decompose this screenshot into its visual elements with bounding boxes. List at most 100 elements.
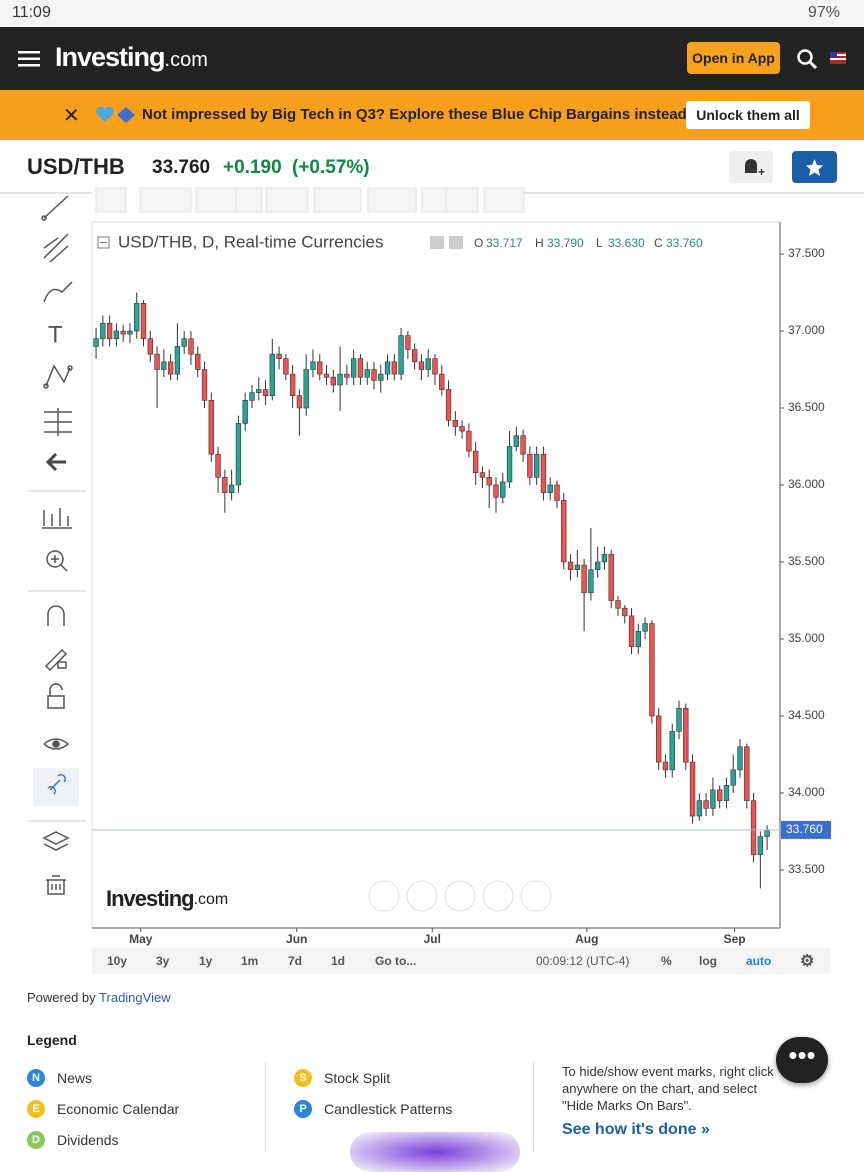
see-how-link[interactable]: See how it's done » bbox=[562, 1121, 710, 1138]
candle-body bbox=[540, 453, 547, 493]
powered-link[interactable]: TradingView bbox=[99, 990, 171, 1005]
collapse-icon bbox=[97, 236, 110, 249]
candle-body bbox=[730, 769, 736, 786]
timeframe-button[interactable]: 7d bbox=[288, 954, 303, 968]
candle-body bbox=[452, 420, 458, 427]
zoom-control[interactable] bbox=[368, 880, 400, 912]
change-pct: (+0.57%) bbox=[292, 157, 370, 178]
chart-icon bbox=[449, 236, 463, 249]
candle-body bbox=[459, 426, 465, 432]
candle-body bbox=[391, 361, 397, 375]
candle-body bbox=[574, 564, 581, 570]
candle-body bbox=[215, 453, 221, 478]
legend-note: To hide/show event marks, right click any… bbox=[562, 1063, 774, 1114]
pct-toggle[interactable]: % bbox=[661, 954, 672, 968]
symbol: USD/THB bbox=[27, 154, 125, 179]
candle-body bbox=[100, 323, 106, 340]
candle-body bbox=[554, 484, 560, 501]
search-icon[interactable] bbox=[796, 48, 818, 70]
timeframe-button[interactable]: Go to... bbox=[375, 954, 417, 968]
candle-body bbox=[466, 430, 472, 452]
candle-body bbox=[310, 361, 316, 370]
last-price-tag bbox=[781, 820, 831, 839]
legend-label: Stock Split bbox=[324, 1070, 391, 1086]
logo-suffix: .com bbox=[164, 49, 208, 71]
candle-body bbox=[533, 453, 540, 478]
legend-title: Legend bbox=[27, 1032, 77, 1048]
ohlc-value: 33.630 bbox=[608, 236, 645, 250]
candle-body bbox=[127, 330, 133, 335]
legend-label: News bbox=[57, 1070, 93, 1086]
status-bar bbox=[0, 0, 864, 27]
plot-background bbox=[91, 221, 781, 929]
candle-body bbox=[337, 373, 343, 386]
zoom-control[interactable] bbox=[520, 880, 552, 912]
candle-body bbox=[439, 373, 445, 390]
candle-body bbox=[764, 829, 770, 837]
timeframe-bar bbox=[92, 948, 830, 974]
candle-body bbox=[371, 369, 377, 381]
y-tick-label: 33.500 bbox=[788, 862, 825, 876]
candle-body bbox=[344, 373, 350, 378]
flag-icon[interactable] bbox=[830, 52, 846, 64]
candle-body bbox=[378, 373, 384, 381]
ohlc-value: 33.717 bbox=[486, 236, 523, 250]
open-app-button[interactable]: Open in App bbox=[687, 42, 780, 74]
candle-body bbox=[493, 484, 499, 498]
candle-body bbox=[547, 484, 553, 493]
candle-body bbox=[723, 784, 730, 801]
legend-icon: N bbox=[27, 1069, 45, 1087]
candle-body bbox=[757, 836, 764, 855]
logo[interactable]: Investing.com bbox=[55, 42, 208, 73]
note-line: anywhere on the chart, and select bbox=[562, 1081, 758, 1096]
x-tick-label: Jul bbox=[424, 932, 441, 946]
candle-body bbox=[289, 373, 296, 396]
candle-body bbox=[106, 323, 113, 340]
candle-body bbox=[120, 330, 126, 335]
candle-body bbox=[662, 761, 669, 771]
candle-body bbox=[161, 361, 167, 370]
zoom-control[interactable] bbox=[444, 880, 476, 912]
candle-body bbox=[154, 353, 160, 370]
auto-toggle[interactable]: auto bbox=[746, 954, 772, 968]
unlock-button[interactable]: Unlock them all bbox=[686, 101, 810, 129]
candle-body bbox=[134, 303, 140, 332]
candle-body bbox=[737, 746, 743, 771]
zoom-control[interactable] bbox=[482, 880, 514, 912]
candle-body bbox=[601, 553, 608, 563]
settings-icon[interactable]: ⚙ bbox=[800, 953, 815, 970]
status-time: 11:09 bbox=[12, 4, 51, 21]
x-tick-label: Jun bbox=[286, 932, 307, 946]
y-tick-label: 37.000 bbox=[788, 323, 825, 337]
y-tick-label: 36.500 bbox=[788, 400, 825, 414]
timeframe-button[interactable]: 1d bbox=[331, 954, 346, 968]
alert-button[interactable]: + bbox=[729, 151, 773, 183]
price: 33.760 bbox=[152, 157, 211, 178]
zoom-control[interactable] bbox=[406, 880, 438, 912]
close-banner[interactable]: ✕ bbox=[63, 105, 80, 127]
timeframe-button[interactable]: 1y bbox=[199, 954, 213, 968]
chart-tool-button bbox=[265, 187, 309, 213]
candle-body bbox=[249, 392, 255, 401]
timeframe-button[interactable]: 10y bbox=[107, 954, 128, 968]
candle-body bbox=[208, 400, 214, 455]
timeframe-button[interactable]: 1m bbox=[241, 954, 259, 968]
ohlc-label: L bbox=[596, 236, 603, 250]
candle-body bbox=[642, 623, 648, 632]
candle-body bbox=[750, 800, 757, 855]
banner-icons bbox=[96, 106, 135, 123]
candle-body bbox=[147, 338, 153, 355]
timeframe-button[interactable]: 3y bbox=[156, 954, 170, 968]
candle-body bbox=[235, 423, 242, 486]
menu-icon[interactable] bbox=[18, 50, 40, 68]
candle-body bbox=[622, 607, 628, 617]
legend-label: Candlestick Patterns bbox=[324, 1101, 453, 1117]
watermark-text: Investing bbox=[106, 886, 194, 911]
more-button[interactable]: ••• bbox=[776, 1037, 828, 1083]
candle-body bbox=[357, 358, 364, 378]
candle-body bbox=[703, 800, 709, 809]
log-toggle[interactable]: log bbox=[699, 954, 717, 968]
ohlc-label: C bbox=[654, 236, 663, 250]
watchlist-button[interactable] bbox=[792, 151, 837, 183]
candle-body bbox=[167, 361, 174, 375]
